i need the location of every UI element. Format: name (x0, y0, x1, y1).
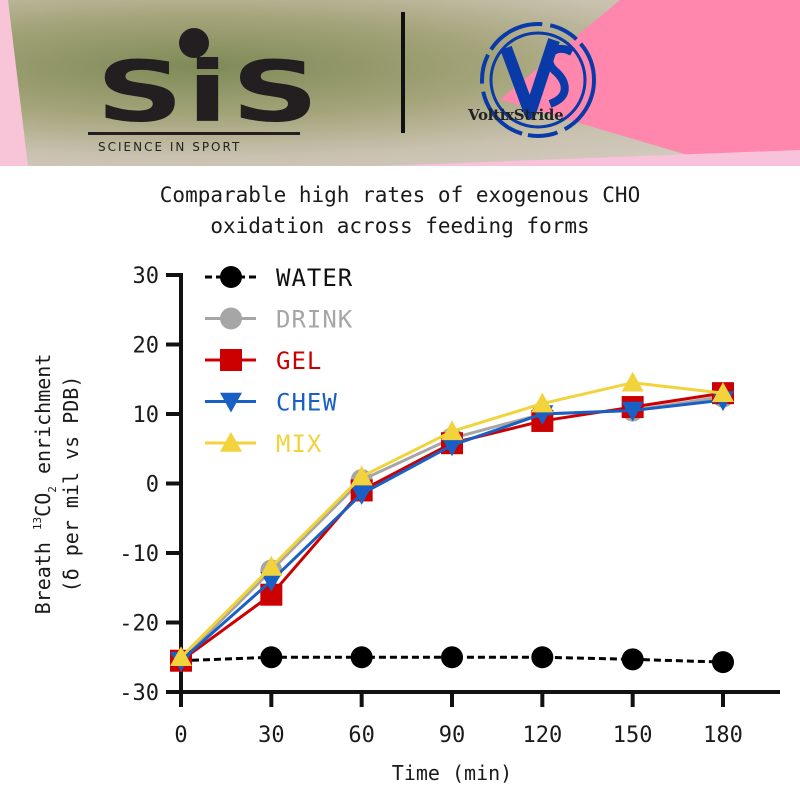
y-tick-label: 10 (133, 403, 160, 428)
x-axis-label: Time (min) (392, 761, 512, 785)
x-tick-label: 0 (174, 723, 187, 748)
y-axis-label-prefix: Breath (31, 530, 55, 614)
data-point-chew (260, 572, 283, 592)
legend-item-mix: MIX (205, 430, 322, 458)
x-tick-label: 30 (258, 723, 285, 748)
data-point-water (621, 648, 644, 671)
legend-marker-circle-icon (220, 266, 242, 288)
y-axis-label: Breath 13CO2 enrichment (δ per mil vs PD… (31, 354, 83, 615)
vs-logo-wordmark: VoltixStride (468, 106, 564, 124)
y-tick-label: -10 (119, 542, 159, 567)
sis-logo-letters: SiS (96, 43, 322, 141)
data-point-water (260, 646, 283, 669)
y-tick-label: -30 (119, 681, 159, 706)
series-water (170, 646, 734, 674)
data-point-chew (621, 401, 644, 422)
y-axis-label-sub: 2 (46, 486, 59, 493)
y-axis-label-co: CO (31, 493, 55, 517)
legend-label: WATER (276, 264, 353, 292)
header-banner: SiS SCIENCE IN SPORT VoltixStride (0, 0, 800, 166)
runner-icon (179, 28, 209, 58)
legend-marker-square-icon (220, 349, 242, 371)
legend-label: CHEW (276, 389, 338, 417)
x-tick-label: 60 (348, 723, 375, 748)
legend-marker-circle-icon (220, 307, 242, 330)
series-mix (170, 371, 734, 667)
y-axis-label-suffix: enrichment (31, 354, 55, 486)
logo-divider (401, 12, 405, 133)
y-axis-label-sup: 13 (31, 517, 44, 530)
svg-text:Breath 13CO2 enrichment: Breath 13CO2 enrichment (31, 354, 59, 615)
legend-item-chew: CHEW (205, 389, 338, 417)
data-point-water (441, 646, 463, 669)
data-point-water (712, 651, 734, 674)
series-group (170, 371, 734, 674)
sis-logo-rule (88, 132, 300, 135)
voltixstride-logo: VoltixStride (468, 18, 618, 148)
x-tick-label: 150 (613, 723, 653, 748)
legend-label: GEL (276, 347, 322, 375)
pink-shape-left (0, 0, 28, 166)
data-point-chew (441, 436, 463, 457)
y-tick-label: 0 (146, 473, 159, 498)
line-chart: Breath 13CO2 enrichment (δ per mil vs PD… (31, 264, 780, 785)
legend-item-water: WATER (205, 264, 353, 292)
y-tick-label: -20 (119, 612, 159, 637)
data-point-mix (441, 420, 463, 441)
chart-title-line-1: Comparable high rates of exogenous CHO (159, 183, 641, 207)
data-point-mix (170, 646, 192, 667)
sis-tagline: SCIENCE IN SPORT (98, 140, 242, 154)
vs-emblem-icon (480, 22, 596, 138)
data-point-water (350, 646, 373, 669)
legend: WATER DRINK GEL CHEW MIX (205, 264, 353, 458)
chart-title-line-2: oxidation across feeding forms (210, 214, 590, 238)
sis-logo: SiS SCIENCE IN SPORT (88, 28, 319, 158)
y-tick-label: 20 (133, 334, 160, 359)
legend-marker-triangle-up-icon (220, 432, 242, 452)
legend-item-drink: DRINK (205, 306, 353, 334)
x-tick-label: 180 (703, 723, 743, 748)
x-tick-label: 90 (439, 723, 466, 748)
y-tick-label: 30 (133, 264, 160, 289)
data-point-mix (350, 465, 373, 486)
data-point-water (531, 646, 554, 669)
data-point-chew (350, 485, 373, 505)
data-point-mix (621, 371, 644, 392)
data-point-mix (531, 392, 554, 413)
data-point-gel (260, 583, 283, 606)
legend-label: DRINK (276, 306, 353, 334)
legend-marker-triangle-down-icon (220, 392, 242, 413)
axes: 30 20 10 0 -10 -20 -30 0 30 60 90 120 150 180 (119, 264, 780, 748)
x-tick-label: 120 (522, 723, 562, 748)
data-point-mix (712, 382, 734, 402)
data-point-mix (260, 555, 283, 576)
y-axis-label-units: (δ per mil vs PDB) (59, 376, 83, 593)
legend-label: MIX (276, 430, 322, 458)
chart-title: Comparable high rates of exogenous CHO o… (0, 180, 800, 242)
legend-item-gel: GEL (205, 347, 322, 375)
